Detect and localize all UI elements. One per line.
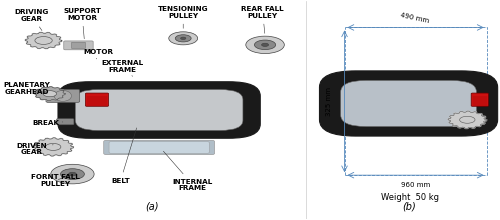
Text: DRIVING
GEAR: DRIVING GEAR <box>14 9 48 31</box>
FancyBboxPatch shape <box>320 71 498 136</box>
Text: FORNT FALL
PULLEY: FORNT FALL PULLEY <box>31 174 80 187</box>
Text: DRIVEN
GEAR: DRIVEN GEAR <box>16 143 53 155</box>
Ellipse shape <box>60 169 84 180</box>
FancyBboxPatch shape <box>471 93 488 106</box>
Text: 325 mm: 325 mm <box>326 87 332 116</box>
FancyBboxPatch shape <box>64 41 93 50</box>
Polygon shape <box>33 138 74 156</box>
Ellipse shape <box>54 90 72 101</box>
Text: REAR FALL
PULLEY: REAR FALL PULLEY <box>242 6 284 33</box>
Ellipse shape <box>43 91 57 97</box>
Text: INTERNAL
FRAME: INTERNAL FRAME <box>164 151 213 191</box>
Text: EXTERNAL
FRAME: EXTERNAL FRAME <box>101 60 143 76</box>
Text: (a): (a) <box>145 202 158 212</box>
FancyBboxPatch shape <box>340 81 476 126</box>
Text: MOTOR: MOTOR <box>83 50 113 59</box>
FancyBboxPatch shape <box>56 119 74 125</box>
FancyBboxPatch shape <box>104 140 214 154</box>
Text: Weight  50 kg: Weight 50 kg <box>380 193 438 202</box>
Polygon shape <box>26 32 62 49</box>
Polygon shape <box>448 111 486 128</box>
FancyBboxPatch shape <box>72 42 86 49</box>
Ellipse shape <box>46 143 61 150</box>
Text: BREAK: BREAK <box>32 120 63 126</box>
Ellipse shape <box>51 164 94 184</box>
Ellipse shape <box>176 35 191 42</box>
Ellipse shape <box>246 36 284 53</box>
Text: 490 mm: 490 mm <box>400 12 429 24</box>
Polygon shape <box>34 87 65 101</box>
Ellipse shape <box>35 37 52 44</box>
FancyBboxPatch shape <box>46 89 80 102</box>
FancyBboxPatch shape <box>109 142 209 153</box>
FancyBboxPatch shape <box>108 103 205 116</box>
Text: (b): (b) <box>402 202 416 212</box>
Text: TENSIONING
PULLEY: TENSIONING PULLEY <box>158 6 208 28</box>
Text: PLANETARY
GEARHEAD: PLANETARY GEARHEAD <box>4 82 50 95</box>
Ellipse shape <box>68 172 76 176</box>
Ellipse shape <box>460 116 475 123</box>
FancyBboxPatch shape <box>76 90 243 130</box>
Ellipse shape <box>169 32 198 45</box>
FancyBboxPatch shape <box>86 93 108 106</box>
Text: 960 mm: 960 mm <box>400 182 430 188</box>
Ellipse shape <box>262 43 268 46</box>
Ellipse shape <box>254 40 276 50</box>
Text: SUPPORT
MOTOR: SUPPORT MOTOR <box>63 8 101 39</box>
Ellipse shape <box>180 37 186 39</box>
FancyBboxPatch shape <box>58 82 260 138</box>
Text: BELT: BELT <box>111 128 136 184</box>
